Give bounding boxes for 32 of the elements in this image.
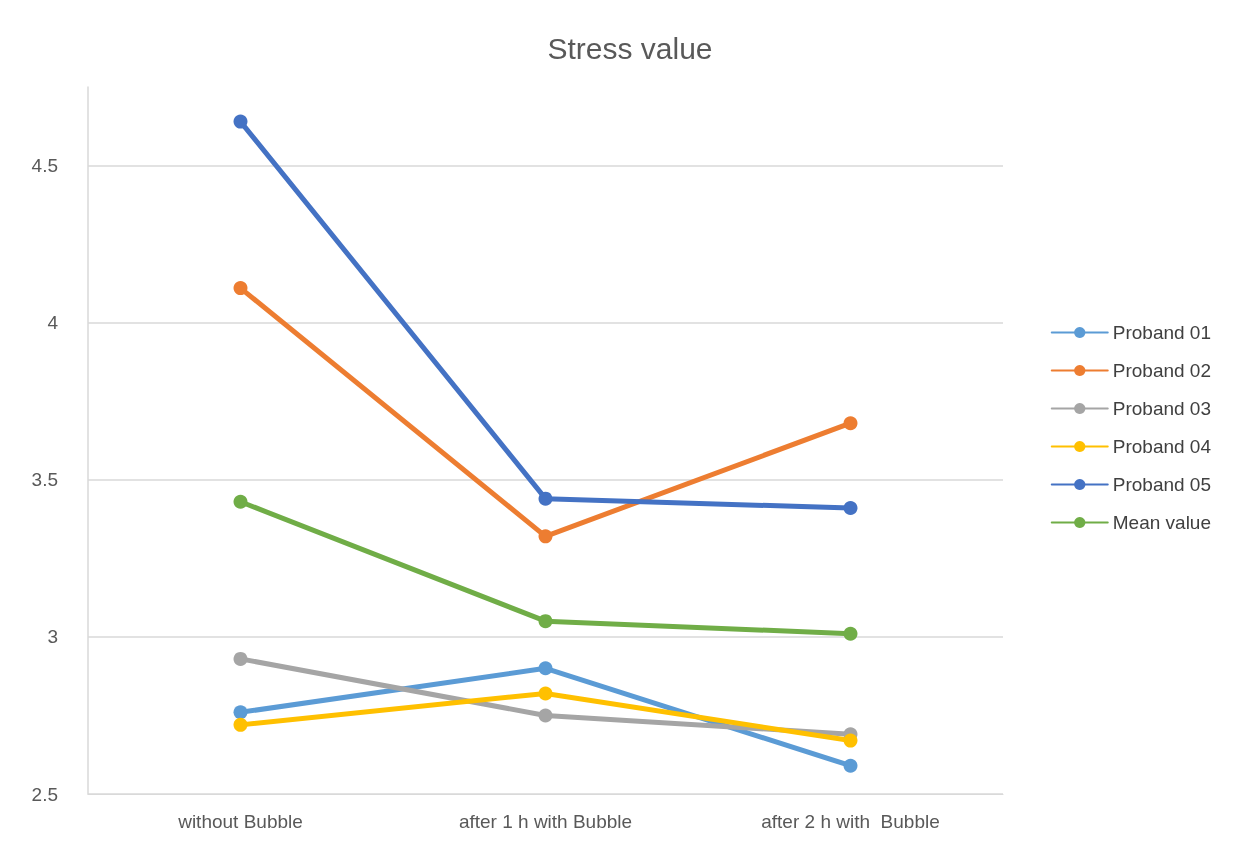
point bbox=[538, 686, 553, 701]
point bbox=[538, 708, 553, 723]
y-tick-label: 3 bbox=[47, 626, 58, 648]
legend-label: Mean value bbox=[1112, 512, 1211, 533]
y-tick-label: 2.5 bbox=[31, 783, 58, 805]
legend-label: Proband 03 bbox=[1112, 398, 1211, 419]
point bbox=[538, 491, 553, 506]
point bbox=[233, 705, 248, 720]
point bbox=[843, 501, 858, 516]
y-tick-label: 4.5 bbox=[31, 155, 58, 177]
point bbox=[233, 717, 248, 732]
point bbox=[233, 114, 248, 129]
point bbox=[843, 758, 858, 773]
legend-label: Proband 05 bbox=[1112, 474, 1211, 495]
y-tick-label: 4 bbox=[47, 312, 59, 334]
legend-label: Proband 01 bbox=[1112, 322, 1211, 343]
point bbox=[538, 614, 553, 629]
point bbox=[843, 626, 858, 641]
point bbox=[843, 733, 858, 748]
x-tick-label: after 2 h with Bubble bbox=[761, 811, 940, 832]
chart-title: Stress value bbox=[547, 31, 713, 65]
point bbox=[538, 529, 553, 544]
point bbox=[233, 494, 248, 509]
point bbox=[538, 661, 553, 676]
x-tick-label: after 1 h with Bubble bbox=[458, 811, 633, 832]
x-tick-label: without Bubble bbox=[177, 811, 303, 832]
point bbox=[233, 281, 248, 296]
point bbox=[843, 416, 858, 431]
point bbox=[233, 651, 248, 666]
y-tick-label: 3.5 bbox=[31, 469, 58, 491]
legend-label: Proband 04 bbox=[1112, 436, 1212, 457]
legend-label: Proband 02 bbox=[1112, 360, 1211, 381]
